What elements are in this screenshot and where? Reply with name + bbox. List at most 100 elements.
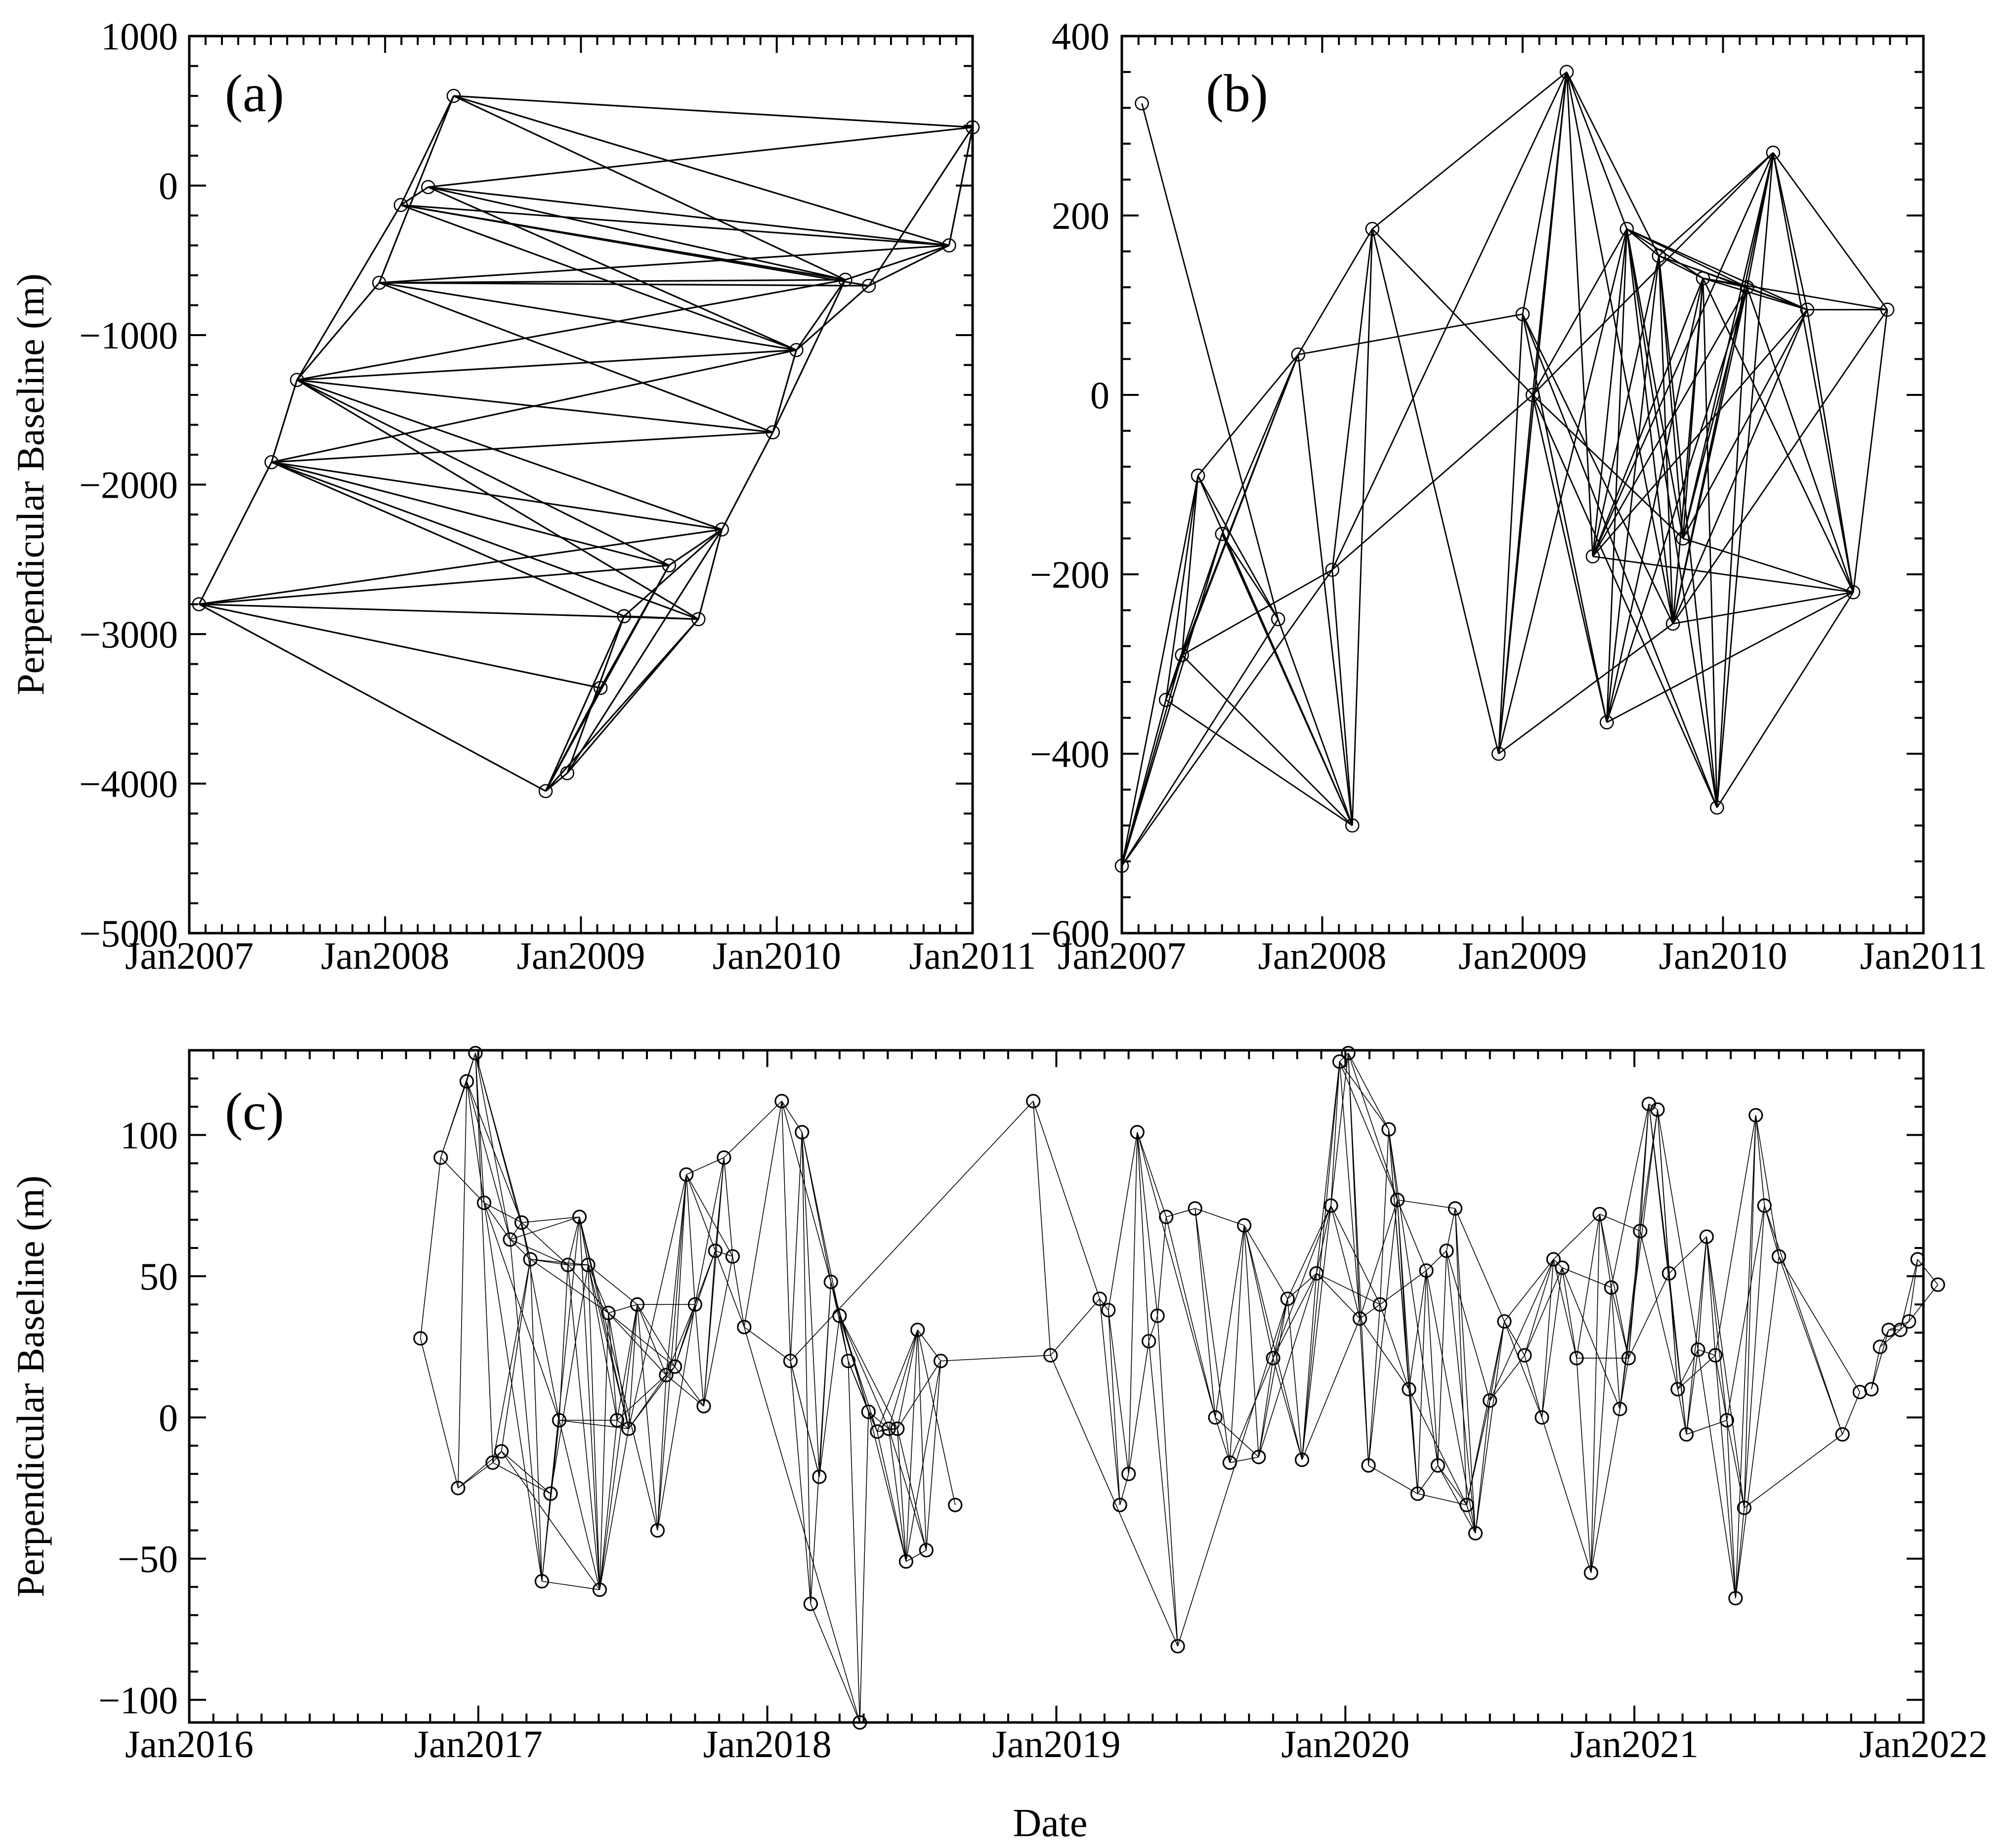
acquisition-point bbox=[725, 1249, 740, 1264]
baseline-edge bbox=[521, 1216, 580, 1223]
baseline-edge bbox=[848, 1361, 860, 1723]
baseline-edge bbox=[724, 1158, 733, 1257]
acquisition-point bbox=[1497, 1314, 1512, 1329]
baseline-edge bbox=[199, 564, 669, 605]
baseline-edge bbox=[1764, 1205, 1780, 1257]
baseline-edge bbox=[1682, 287, 1748, 539]
acquisition-point bbox=[1215, 527, 1230, 541]
panel-b-ticks bbox=[1121, 35, 1924, 934]
baseline-edge bbox=[666, 1174, 687, 1375]
baseline-edge bbox=[1408, 1270, 1427, 1389]
acquisition-point bbox=[1881, 1323, 1896, 1337]
acquisition-point bbox=[1491, 746, 1506, 761]
baseline-edge bbox=[1301, 1318, 1361, 1460]
baseline-edge bbox=[297, 379, 699, 620]
x-tick-label: Jan2011 bbox=[909, 934, 1036, 977]
baseline-edge bbox=[1215, 1417, 1259, 1458]
baseline-edge bbox=[1772, 152, 1808, 310]
acquisition-point bbox=[1130, 1125, 1145, 1140]
baseline-edge bbox=[1330, 1061, 1340, 1206]
baseline-edge bbox=[839, 1315, 898, 1429]
baseline-edge bbox=[1672, 152, 1774, 624]
acquisition-point bbox=[1846, 585, 1861, 600]
baseline-edge bbox=[453, 95, 973, 129]
baseline-edge bbox=[1426, 1250, 1447, 1271]
baseline-edge bbox=[839, 1315, 849, 1361]
acquisition-point bbox=[1026, 1094, 1041, 1109]
baseline-edge bbox=[1553, 1213, 1600, 1260]
acquisition-point bbox=[1930, 1277, 1945, 1292]
baseline-edge bbox=[510, 1239, 543, 1582]
y-tick-label: −1000 bbox=[79, 314, 178, 357]
baseline-edge bbox=[1590, 1409, 1620, 1573]
baseline-edge bbox=[1746, 152, 1774, 288]
acquisition-point bbox=[476, 1195, 492, 1210]
acquisition-point bbox=[601, 1305, 616, 1321]
acquisition-point bbox=[468, 1046, 483, 1061]
baseline-edge bbox=[1640, 1231, 1678, 1389]
baseline-edge bbox=[599, 1428, 629, 1590]
baseline-edge bbox=[558, 1420, 600, 1590]
baseline-edge bbox=[1592, 152, 1774, 557]
baseline-edge bbox=[1297, 228, 1373, 355]
acquisition-point bbox=[1323, 1198, 1338, 1213]
baseline-edge bbox=[1726, 1420, 1745, 1508]
baseline-edge bbox=[1446, 1250, 1490, 1401]
baseline-edge bbox=[1287, 1298, 1303, 1460]
baseline-edge bbox=[379, 282, 869, 287]
baseline-edge bbox=[1316, 1061, 1340, 1274]
acquisition-point bbox=[965, 120, 980, 134]
panel-c-tick-labels: Jan2016 Jan2017 Jan2018 Jan2019 Jan2020 Jan20… bbox=[98, 1114, 1988, 1765]
panel-b-tick-labels: Jan2007 Jan2008 Jan2009 Jan2010 Jan2011 −600 −… bbox=[1030, 15, 1987, 977]
baseline-edge bbox=[379, 282, 797, 351]
baseline-edge bbox=[271, 349, 797, 463]
baseline-edge bbox=[501, 1451, 600, 1590]
baseline-edge bbox=[1677, 1355, 1716, 1390]
acquisition-point bbox=[1135, 96, 1149, 111]
acquisition-point bbox=[1448, 1201, 1463, 1216]
baseline-edge bbox=[1562, 1267, 1620, 1410]
baseline-edge bbox=[877, 1428, 897, 1432]
baseline-edge bbox=[1489, 1321, 1505, 1401]
baseline-edge bbox=[721, 431, 774, 530]
baseline-edge bbox=[296, 205, 402, 381]
baseline-edge bbox=[686, 1174, 696, 1305]
acquisition-point bbox=[942, 238, 956, 253]
baseline-edge bbox=[579, 1216, 629, 1429]
baseline-edge bbox=[1379, 1129, 1389, 1305]
baseline-edge bbox=[475, 1053, 531, 1260]
baseline-edge bbox=[666, 1304, 696, 1375]
panel-c-y-axis-label: Perpendicular Baseline (m) bbox=[9, 1175, 52, 1597]
acquisition-point bbox=[737, 1320, 752, 1334]
baseline-edge bbox=[1626, 228, 1684, 539]
baseline-edge bbox=[1626, 229, 1674, 624]
acquisition-point bbox=[1170, 1639, 1185, 1654]
acquisition-point bbox=[789, 343, 804, 357]
baseline-edge bbox=[475, 1053, 493, 1463]
baseline-edge bbox=[810, 1603, 860, 1723]
baseline-edge bbox=[1417, 1465, 1439, 1494]
baseline-edge bbox=[1706, 1237, 1745, 1508]
baseline-edge bbox=[379, 282, 773, 433]
baseline-edge bbox=[400, 204, 869, 287]
acquisition-point bbox=[1352, 1311, 1367, 1326]
baseline-edge bbox=[1454, 1208, 1476, 1534]
acquisition-point bbox=[1114, 859, 1129, 873]
baseline-edge bbox=[1744, 1205, 1765, 1508]
acquisition-point bbox=[1665, 616, 1680, 631]
acquisition-point bbox=[1676, 531, 1690, 546]
baseline-edge bbox=[440, 1053, 476, 1158]
baseline-edge bbox=[1243, 1225, 1259, 1457]
acquisition-point bbox=[1191, 469, 1205, 483]
baseline-edge bbox=[599, 1313, 609, 1590]
acquisition-point bbox=[534, 1574, 550, 1589]
acquisition-point bbox=[823, 1274, 838, 1289]
baseline-edge bbox=[1672, 591, 1854, 625]
acquisition-point bbox=[1728, 1590, 1743, 1606]
baseline-edge bbox=[510, 1216, 580, 1240]
baseline-edge bbox=[1686, 1237, 1707, 1435]
acquisition-point bbox=[1661, 1266, 1676, 1281]
baseline-edge bbox=[1524, 1267, 1563, 1356]
baseline-edge bbox=[1137, 1132, 1216, 1418]
